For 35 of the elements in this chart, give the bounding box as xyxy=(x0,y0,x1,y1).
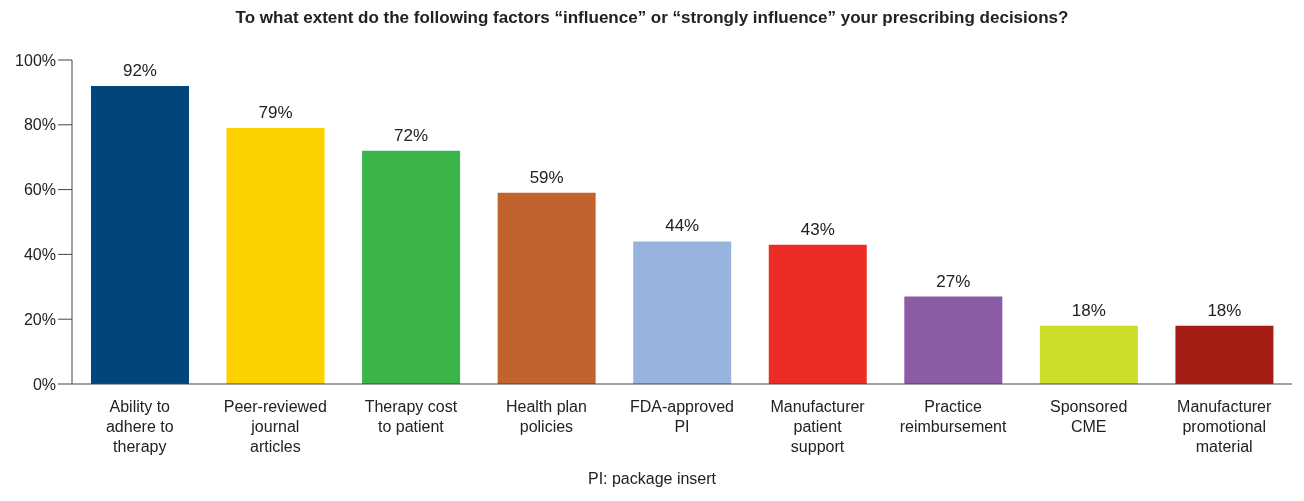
x-tick-label: FDA-approved PI xyxy=(629,398,735,435)
bar xyxy=(1175,325,1274,384)
y-tick-label: 0% xyxy=(32,375,56,393)
data-label: 59% xyxy=(529,167,564,187)
x-tick-label: Ability to adhere to therapy xyxy=(105,398,174,455)
x-tick-label: Manufacturer promotional material xyxy=(1177,398,1273,455)
bar xyxy=(1039,325,1138,384)
bar xyxy=(633,241,732,384)
data-label: 43% xyxy=(800,219,835,239)
x-tick-label: Peer-reviewed journal articles xyxy=(223,398,327,455)
data-label: 72% xyxy=(394,125,429,145)
data-label: 79% xyxy=(258,103,293,123)
x-tick-label: Practice reimbursement xyxy=(899,398,1008,435)
bar xyxy=(90,85,189,384)
y-tick-label: 40% xyxy=(23,246,56,264)
y-tick-label: 60% xyxy=(23,181,56,199)
chart-title: To what extent do the following factors “influence” or “strongly influence” your prescribing decisions? xyxy=(234,8,1070,29)
y-tick-label: 80% xyxy=(23,116,56,134)
x-tick-label: Manufacturer patient support xyxy=(770,398,866,455)
data-label: 92% xyxy=(122,60,157,80)
data-label: 44% xyxy=(665,216,700,236)
y-tick-label: 100% xyxy=(15,51,56,69)
data-label: 18% xyxy=(1207,300,1242,320)
y-tick-label: 20% xyxy=(23,310,56,328)
data-label: 18% xyxy=(1071,300,1106,320)
text: PI: package insert xyxy=(586,470,718,488)
x-tick-label: Therapy cost to patient xyxy=(364,398,458,435)
x-tick-label: Health plan policies xyxy=(505,398,587,435)
bar xyxy=(904,296,1003,384)
bar xyxy=(226,128,325,384)
bar xyxy=(497,192,596,384)
bar xyxy=(362,150,461,384)
bar xyxy=(768,244,867,384)
data-label: 27% xyxy=(936,271,971,291)
x-tick-label: Sponsored CME xyxy=(1049,398,1128,435)
